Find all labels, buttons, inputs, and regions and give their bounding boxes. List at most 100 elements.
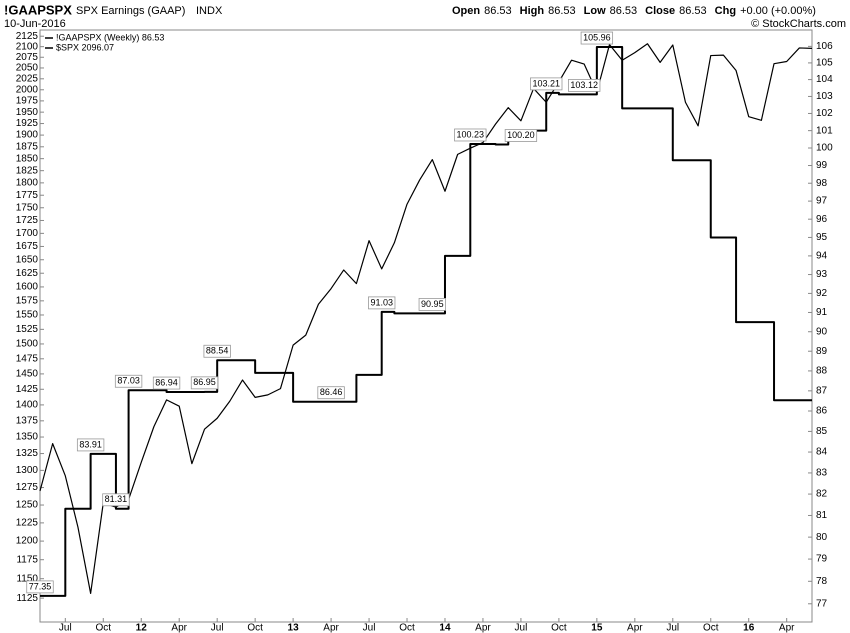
y-tick-label: 1250	[16, 500, 39, 511]
point-label-text: 86.94	[155, 377, 178, 387]
point-label-box	[580, 31, 614, 45]
y2-tick-label: 90	[816, 326, 828, 337]
x-tick-label: Apr	[627, 623, 643, 633]
point-label-text: 100.20	[507, 130, 535, 140]
quote-label: Low	[584, 5, 606, 17]
x-tick-label: 15	[591, 623, 603, 633]
point-label: 77.35	[26, 580, 54, 594]
y-tick-label: 1525	[16, 324, 39, 335]
y-tick-label: 1150	[16, 573, 38, 584]
point-label-text: 88.54	[206, 346, 229, 356]
point-label-box	[418, 298, 446, 311]
y2-tick-label: 101	[816, 125, 833, 136]
y-tick-label: 1275	[16, 482, 39, 493]
x-tick-label: Apr	[475, 623, 491, 633]
y2-tick-label: 83	[816, 468, 828, 479]
quote-bar: Open 86.53 High 86.53 Low 86.53 Close 86.53 Chg +…	[452, 5, 816, 17]
symbol: !GAAPSPX	[4, 2, 72, 17]
point-label: 103.12	[568, 79, 601, 92]
y2-tick-label: 95	[816, 232, 828, 243]
x-tick-label: Jul	[515, 623, 528, 633]
point-label-box	[317, 386, 345, 400]
x-tick-label: Jul	[211, 623, 224, 633]
y2-tick-label: 93	[816, 269, 828, 280]
y2-tick-label: 77	[816, 598, 828, 609]
quote-label: High	[520, 5, 545, 17]
y2-tick-label: 79	[816, 554, 828, 565]
y-tick-label: 1425	[16, 384, 39, 395]
y-tick-label: 1650	[16, 254, 39, 265]
y2-tick-label: 91	[816, 307, 828, 318]
quote-value: 86.53	[548, 5, 576, 17]
y-tick-label: 2075	[16, 52, 39, 63]
x-tick-label: 14	[439, 623, 451, 633]
y2-tick-label: 85	[816, 426, 828, 437]
y2-tick-label: 86	[816, 406, 828, 417]
point-label-box	[152, 376, 181, 390]
y-tick-label: 1750	[16, 202, 39, 213]
y2-tick-label: 87	[816, 385, 828, 396]
x-tick-label: Jul	[666, 623, 679, 633]
y2-tick-label: 96	[816, 214, 828, 225]
y-tick-label: 1600	[16, 282, 39, 293]
y-tick-label: 1825	[16, 165, 39, 176]
point-label-box	[504, 129, 538, 142]
y-tick-label: 1200	[16, 536, 39, 547]
y-tick-label: 1675	[16, 241, 39, 252]
y-tick-label: 1550	[16, 310, 39, 321]
point-label-box	[568, 79, 601, 92]
y2-tick-label: 106	[816, 41, 833, 52]
y2-tick-label: 84	[816, 447, 828, 458]
quote-value: +0.00 (+0.00%)	[740, 5, 816, 17]
point-label-box	[203, 344, 231, 358]
y2-tick-label: 78	[816, 576, 828, 587]
quote-label: Close	[645, 5, 675, 17]
point-label-box	[76, 438, 105, 452]
plot-frame	[39, 29, 813, 623]
y-tick-label: 1350	[16, 432, 39, 443]
series-line	[40, 46, 812, 597]
point-label: 81.31	[102, 493, 130, 507]
y-tick-label: 1900	[16, 130, 39, 141]
point-label: 100.23	[454, 128, 487, 142]
quote-value: 86.53	[679, 5, 707, 17]
y2-tick-label: 98	[816, 178, 828, 189]
quote-value: 86.53	[610, 5, 638, 17]
x-tick-label: Oct	[551, 623, 567, 633]
point-label: 105.96	[580, 31, 614, 45]
point-label-text: 91.03	[370, 297, 393, 307]
x-tick-label: Apr	[171, 623, 187, 633]
y-tick-label: 2050	[16, 63, 39, 74]
point-label-text: 105.96	[583, 32, 611, 42]
x-tick-label: Oct	[247, 623, 263, 633]
y-tick-label: 1950	[16, 107, 39, 118]
legend-label: $SPX 2096.07	[56, 42, 114, 52]
point-label-box	[102, 493, 130, 507]
y2-tick-label: 82	[816, 489, 828, 500]
y2-tick-label: 99	[816, 160, 828, 171]
y-tick-label: 2025	[16, 73, 39, 84]
y2-tick-label: 105	[816, 58, 833, 69]
exchange: INDX	[196, 5, 223, 17]
x-tick-label: Jul	[59, 623, 72, 633]
y-tick-label: 1700	[16, 228, 39, 239]
point-label-text: 100.23	[457, 129, 485, 139]
y-tick-label: 1925	[16, 118, 39, 129]
y-tick-label: 1300	[16, 465, 39, 476]
quote-value: 86.53	[484, 5, 512, 17]
point-label: 103.21	[530, 77, 563, 91]
y2-tick-label: 97	[816, 196, 828, 207]
point-label: 86.46	[317, 386, 345, 400]
y-tick-label: 2100	[16, 41, 39, 52]
point-label: 83.91	[76, 438, 105, 452]
point-label: 86.95	[190, 376, 219, 390]
y2-tick-label: 89	[816, 346, 828, 357]
y-tick-label: 1175	[16, 554, 38, 565]
x-tick-label: Oct	[95, 623, 111, 633]
y2-tick-label: 100	[816, 143, 833, 154]
x-tick-label: Oct	[399, 623, 415, 633]
point-label-text: 83.91	[79, 439, 102, 449]
point-label: 87.03	[114, 374, 143, 388]
y-tick-label: 1325	[16, 448, 39, 459]
